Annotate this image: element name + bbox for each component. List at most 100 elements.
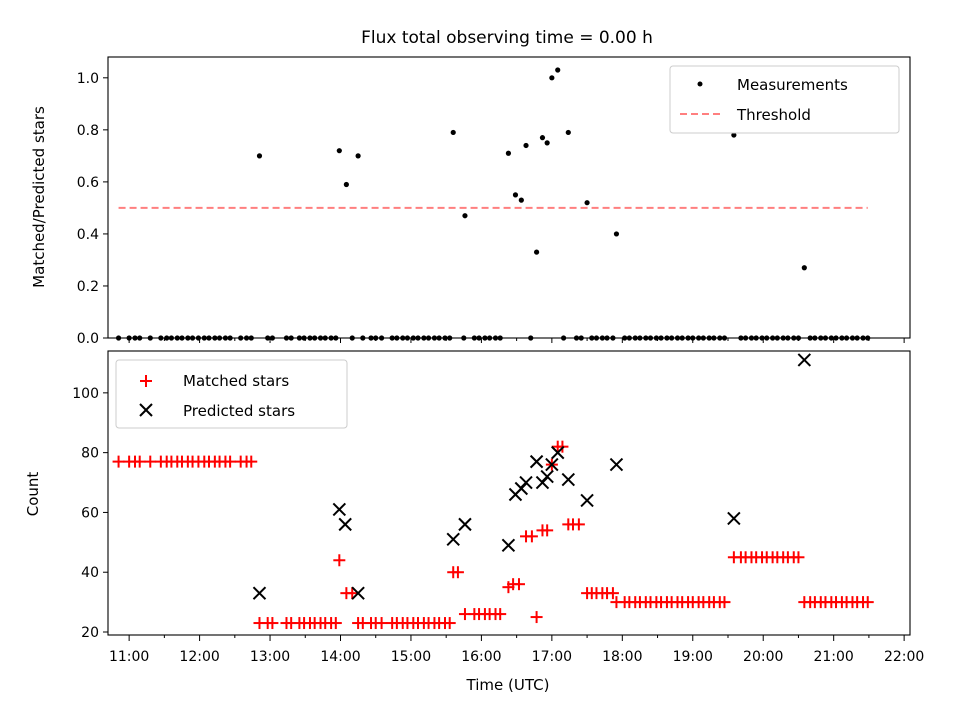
matched-star-point [144,455,157,468]
measurement-point [256,153,263,159]
measurement-point [801,265,807,271]
predicted-star-stroke-b [501,538,516,553]
matched-stars-legend-label: Matched stars [183,372,289,390]
matched-star-point [792,551,805,564]
ratio-y-tick-label: 0.2 [77,279,99,295]
matched-star-point [451,566,464,579]
measurement-point [539,135,546,141]
predicted-star-stroke-b [446,532,460,547]
predicted-star-stroke-b [252,586,267,600]
matched-star-point [346,587,359,600]
counts-legend-box [115,359,348,429]
measurement-point [555,67,561,73]
matched-star-point [443,617,456,630]
matched-star-point [133,455,146,468]
ratio-y-tick-label: 1.0 [77,71,99,87]
matched-star-point [525,530,538,543]
x-tick-label: 16:00 [461,649,501,665]
counts-y-axis-label: Count [24,472,42,517]
predicted-star-point [351,586,365,600]
matched-star-point [333,554,346,567]
matched-star-point [329,617,342,630]
matched-star-point [224,455,237,468]
counts-plot-frame [107,350,911,636]
x-tick-label: 15:00 [391,649,431,665]
predicted-star-point [797,353,812,367]
ratio-legend-box [669,65,900,134]
matched-star-point [541,524,554,537]
x-axis-label: Time (UTC) [466,676,550,694]
predicted-star-stroke-b [351,586,365,600]
matched-star-point [512,578,525,591]
measurement-point [523,142,529,149]
ratio-y-axis-label: Matched/Predicted stars [30,106,48,288]
predicted-star-stroke-b [332,502,347,517]
measurements-legend-label: Measurements [737,76,848,94]
measurement-point [565,129,571,136]
predicted-star-stroke-b [458,517,472,532]
predicted-star-point [551,445,565,460]
predicted-star-point [501,538,516,553]
measurement-point [518,197,524,203]
measurement-point [613,231,620,237]
measurement-point [731,132,737,138]
predicted-star-point [540,469,554,484]
matched-star-point [266,617,279,630]
x-tick-label: 19:00 [673,649,713,665]
predicted-star-point [332,502,347,517]
counts-y-tick-label: 60 [81,505,99,521]
predicted-star-point [519,475,533,490]
predicted-star-stroke-b [580,493,594,508]
ratio-y-tick-label: 0.8 [77,123,99,139]
ratio-y-tick-label: 0.0 [77,331,99,347]
matched-star-point [572,518,585,531]
x-tick-label: 21:00 [813,649,853,665]
predicted-stars-legend-label: Predicted stars [183,402,295,420]
predicted-star-point [609,457,624,472]
predicted-star-stroke-b [545,457,559,472]
predicted-star-stroke-b [561,472,576,487]
matched-stars-legend-marker [140,375,152,387]
predicted-star-stroke-b [797,353,812,367]
predicted-star-stroke-b [540,469,554,484]
x-tick-label: 14:00 [320,649,360,665]
measurement-point [450,129,456,136]
matched-star-point [245,455,258,468]
counts-y-tick-label: 80 [81,446,99,462]
predicted-star-point [561,472,576,487]
measurement-point [355,153,361,159]
predicted-star-point [458,517,472,532]
predicted-star-stroke-b [519,475,533,490]
matched-star-point [375,617,388,630]
predicted-star-point [580,493,594,508]
counts-plot: 20 40 60 80 100 11:00 12:00 13:00 14:00 15:00 16:0… [72,353,924,665]
measurement-point [584,200,590,206]
measurement-point [544,140,550,146]
measurement-point [343,181,349,188]
ratio-plot-frame [107,56,911,339]
predicted-star-point [529,454,544,469]
x-tick-label: 13:00 [250,649,290,665]
ratio-legend: Measurements Threshold [669,65,900,134]
predicted-star-stroke-b [609,457,624,472]
measurement-point [512,192,519,198]
predicted-star-point [446,532,460,547]
x-tick-label: 17:00 [532,649,572,665]
predicted-star-stroke-b [727,511,741,526]
x-tick-label: 22:00 [884,649,924,665]
ratio-y-tick-label: 0.4 [77,227,99,243]
measurement-point [462,213,468,219]
chart-title: Flux total observing time = 0.00 h [361,28,653,48]
measurement-point [533,249,540,255]
ratio-y-tick-label: 0.6 [77,175,99,191]
threshold-legend-label: Threshold [736,106,811,124]
x-tick-label: 18:00 [602,649,642,665]
matched-star-point [718,596,731,609]
x-tick-label: 20:00 [743,649,783,665]
counts-y-tick-label: 20 [81,625,99,641]
matched-star-point [861,596,874,609]
predicted-star-point [545,457,559,472]
measurements-legend-marker [697,81,703,87]
predicted-star-stroke-b [338,517,352,532]
